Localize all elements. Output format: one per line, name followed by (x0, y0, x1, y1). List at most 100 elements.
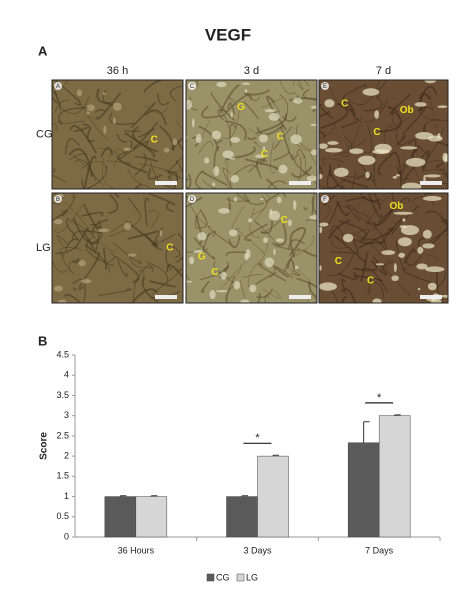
fiber (319, 86, 322, 92)
fiber (259, 241, 268, 264)
fiber (342, 134, 353, 154)
error-bar (119, 495, 127, 497)
lumen (290, 134, 302, 145)
lumen (319, 222, 329, 227)
fiber (249, 207, 260, 238)
fiber (303, 206, 309, 211)
fiber (90, 220, 103, 244)
fiber (113, 242, 142, 265)
lumen (230, 111, 233, 118)
fiber (124, 132, 156, 158)
fiber (145, 261, 169, 284)
fiber (330, 288, 338, 303)
fiber (227, 102, 236, 115)
fiber (74, 159, 97, 182)
lumen (349, 148, 364, 154)
lumen (244, 89, 248, 93)
fiber (247, 259, 262, 288)
lumen (393, 263, 397, 273)
significance-mark: * (377, 392, 382, 404)
fiber (165, 201, 175, 213)
texture (186, 193, 317, 303)
y-tick-label: 4 (64, 370, 69, 380)
fiber (127, 230, 159, 240)
lumen (222, 150, 234, 159)
fiber (423, 193, 435, 195)
lumen (191, 118, 195, 128)
fiber (422, 159, 443, 169)
fiber (345, 116, 363, 148)
image-letter: C (190, 84, 195, 90)
lumen (424, 80, 437, 84)
lumen (417, 287, 421, 291)
fiber (224, 120, 247, 141)
fiber (320, 104, 349, 129)
lumen (263, 237, 268, 244)
fiber (199, 209, 208, 226)
image-letter: A (56, 84, 60, 90)
image-border (51, 192, 184, 304)
error-bar (241, 495, 248, 497)
fiber (397, 162, 406, 175)
fiber (52, 210, 68, 223)
fiber (310, 152, 317, 166)
fiber (143, 80, 173, 93)
lumen (241, 82, 251, 86)
fiber (110, 220, 132, 233)
fiber (256, 124, 285, 136)
fiber (52, 259, 68, 273)
lumen (400, 146, 418, 150)
micrograph: E C Ob C (318, 79, 449, 190)
fiber (319, 164, 323, 174)
fiber (202, 179, 219, 189)
fiber (445, 91, 448, 95)
fiber (117, 155, 148, 174)
lumen (240, 299, 250, 303)
fiber (284, 251, 297, 273)
letter-badge (188, 195, 196, 203)
fiber (373, 151, 376, 182)
fiber (403, 248, 416, 264)
lumen (342, 233, 354, 243)
fiber (193, 237, 216, 260)
lumen (400, 225, 419, 236)
fiber (132, 121, 159, 150)
lumen (372, 298, 382, 303)
lumen (103, 125, 107, 135)
lumen (57, 299, 67, 303)
fiber (213, 261, 236, 285)
scale-bar (420, 295, 442, 299)
fiber (242, 101, 260, 120)
fiber (202, 232, 211, 253)
annotation: C (166, 243, 173, 254)
lumen (405, 157, 426, 167)
fiber (257, 263, 287, 282)
annotation: G (198, 251, 206, 262)
lumen (381, 250, 396, 255)
fiber (247, 136, 257, 140)
fiber (239, 280, 246, 301)
fiber (222, 167, 234, 189)
fiber (293, 235, 315, 258)
texture (186, 80, 317, 189)
letter-badge (321, 82, 329, 90)
fiber (144, 109, 167, 126)
fiber (62, 253, 75, 275)
image-border (318, 79, 449, 190)
fiber (64, 238, 80, 251)
fiber (395, 126, 410, 146)
fiber (229, 123, 238, 147)
fiber (96, 88, 112, 104)
lumen (425, 266, 445, 273)
fiber (403, 151, 428, 181)
fiber (149, 280, 176, 288)
lumen (417, 246, 424, 254)
fiber (341, 296, 348, 303)
bar (257, 455, 289, 538)
fiber (366, 280, 371, 294)
fiber (116, 259, 128, 278)
fiber (186, 102, 198, 111)
annotation: C (373, 127, 380, 138)
fiber (345, 196, 367, 203)
lumen (422, 229, 432, 239)
